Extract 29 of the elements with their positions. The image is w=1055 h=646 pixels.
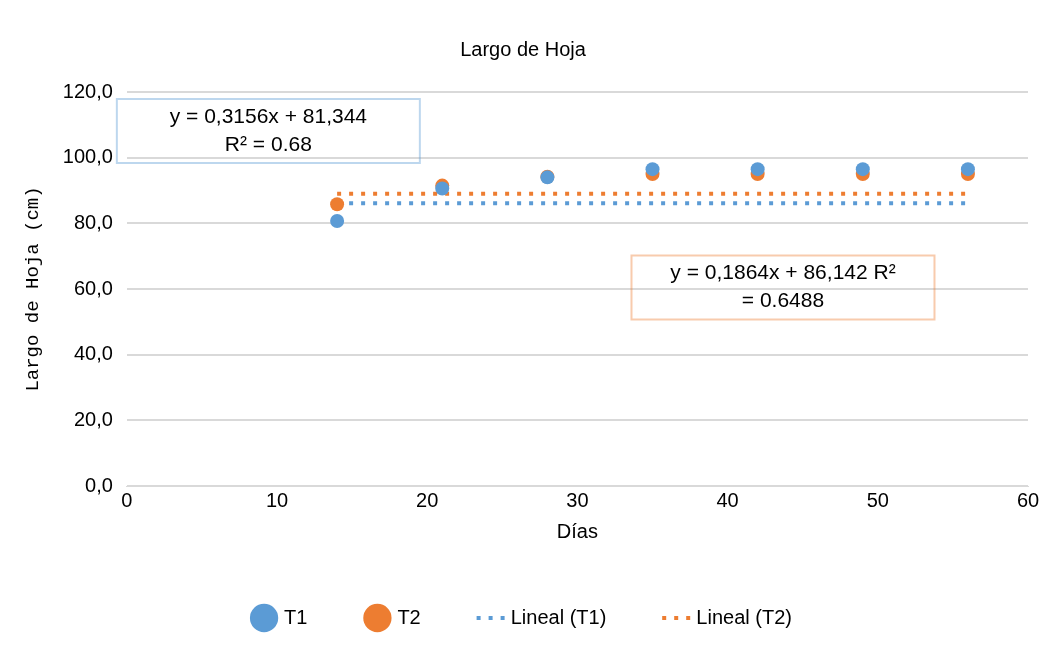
point [330,214,345,229]
y-tick-label: 120,0 [62,79,113,102]
y-axis-title: Largo de Hoja (cm) [22,186,45,392]
y-tick-label: 100,0 [62,145,113,168]
y-tick-label: 0,0 [85,473,113,496]
x-tick-label: 20 [416,488,439,511]
x-axis-title: Días [556,519,598,542]
chart-title: Largo de Hoja [460,37,587,60]
point [330,197,345,212]
y-tick-label: 80,0 [73,210,113,233]
point [855,162,870,177]
y-tick-label: 20,0 [73,407,113,430]
point [645,162,660,177]
point [960,162,975,177]
annotation: y = 0,3156x + 81,344 R² = 0.68 [169,103,368,155]
point [750,162,765,177]
x-tick-label: 10 [265,488,289,511]
legend-label: T2 [397,605,421,628]
legend-label: T1 [284,605,308,628]
y-tick-label: 60,0 [73,276,113,299]
legend-label: Lineal (T1) [510,605,607,628]
legend-label: Lineal (T2) [696,605,792,628]
x-tick-label: 0 [121,488,133,511]
x-tick-label: 60 [1016,488,1040,511]
x-tick-label: 40 [716,488,739,511]
y-tick-label: 40,0 [73,342,113,365]
x-tick-label: 50 [866,488,889,511]
x-tick-label: 30 [566,488,589,511]
annotation: y = 0,1864x + 86,142 R² = 0.6488 [670,260,896,312]
